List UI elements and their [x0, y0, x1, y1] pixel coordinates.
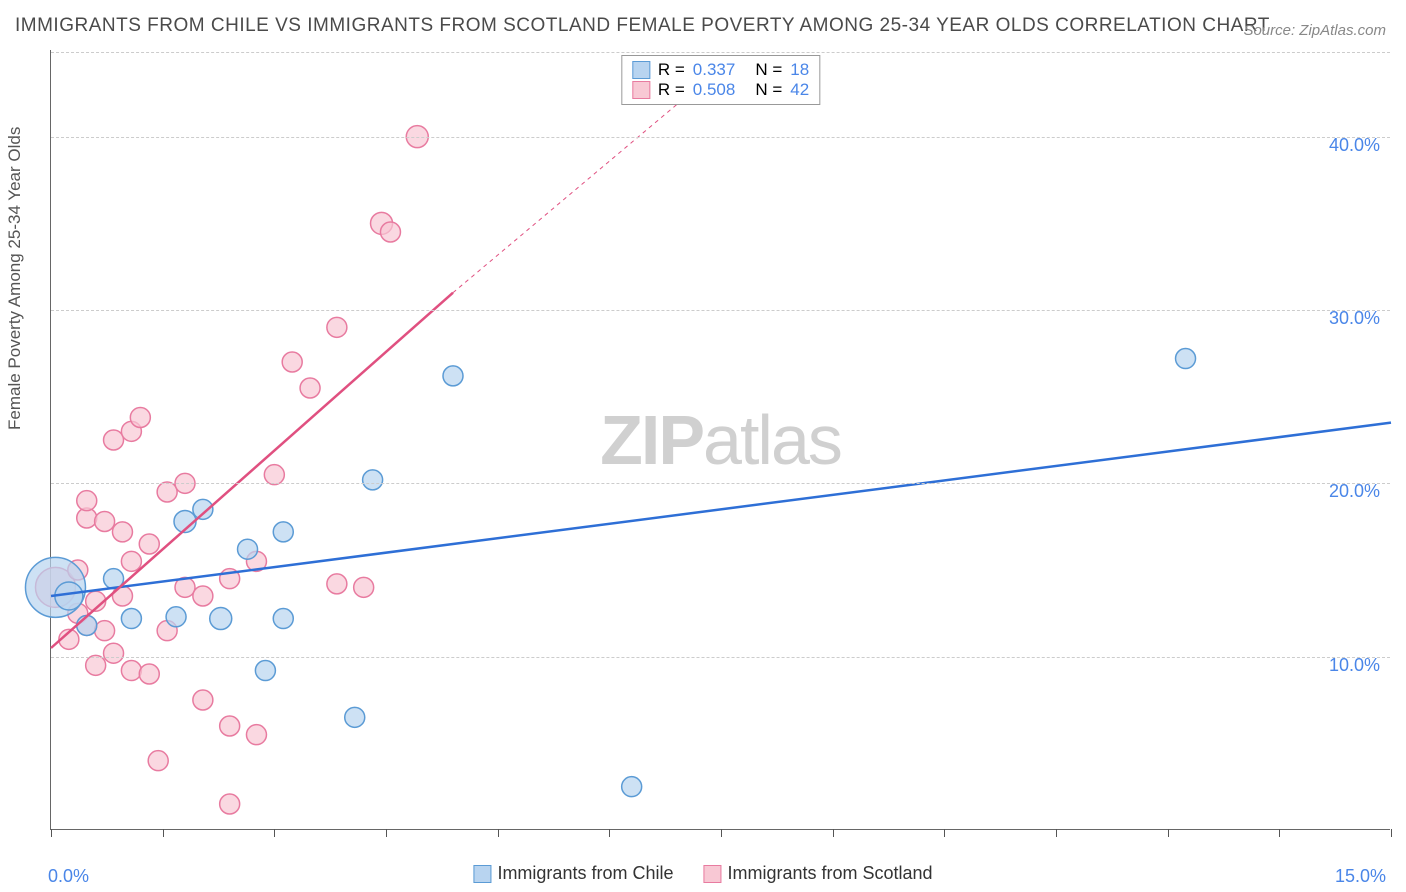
plot-area: ZIPatlas R =0.337N =18R =0.508N =42 10.0… — [50, 50, 1390, 830]
scatter-point — [622, 777, 642, 797]
x-tick — [163, 829, 164, 837]
gridline — [51, 657, 1390, 658]
scatter-point — [95, 621, 115, 641]
x-tick — [833, 829, 834, 837]
scatter-point — [104, 430, 124, 450]
legend-item: Immigrants from Scotland — [703, 863, 932, 884]
scatter-point — [327, 574, 347, 594]
scatter-plot-svg — [51, 50, 1390, 829]
scatter-point — [363, 470, 383, 490]
scatter-point — [255, 661, 275, 681]
x-axis-min-label: 0.0% — [48, 866, 89, 887]
scatter-point — [130, 407, 150, 427]
legend-label: Immigrants from Chile — [497, 863, 673, 884]
scatter-point — [95, 511, 115, 531]
x-tick — [1056, 829, 1057, 837]
chart-title: IMMIGRANTS FROM CHILE VS IMMIGRANTS FROM… — [15, 15, 1270, 37]
legend-swatch — [703, 865, 721, 883]
legend-label: Immigrants from Scotland — [727, 863, 932, 884]
scatter-point — [380, 222, 400, 242]
y-tick-label: 10.0% — [1329, 655, 1380, 676]
scatter-point — [193, 499, 213, 519]
y-axis-title: Female Poverty Among 25-34 Year Olds — [5, 127, 25, 430]
gridline — [51, 137, 1390, 138]
source-attribution: Source: ZipAtlas.com — [1243, 22, 1386, 39]
y-tick-label: 30.0% — [1329, 308, 1380, 329]
scatter-point — [238, 539, 258, 559]
x-tick — [721, 829, 722, 837]
scatter-point — [193, 586, 213, 606]
scatter-point — [1176, 349, 1196, 369]
scatter-point — [86, 655, 106, 675]
scatter-point — [104, 643, 124, 663]
x-tick — [1168, 829, 1169, 837]
legend-swatch — [473, 865, 491, 883]
stats-row: R = 0.337 N = 18 — [632, 60, 809, 80]
scatter-point — [77, 491, 97, 511]
stats-legend-box: R = 0.337 N = 18 R = 0.508 N = 42 — [621, 55, 820, 105]
scatter-point — [121, 609, 141, 629]
gridline — [51, 483, 1390, 484]
scatter-point — [264, 465, 284, 485]
scatter-point — [246, 725, 266, 745]
stat-r-label: R = — [658, 80, 685, 100]
stats-row: R = 0.508 N = 42 — [632, 80, 809, 100]
scatter-point — [148, 751, 168, 771]
stat-n-value: 42 — [790, 80, 809, 100]
x-tick — [386, 829, 387, 837]
y-tick-label: 40.0% — [1329, 135, 1380, 156]
x-tick — [944, 829, 945, 837]
scatter-point — [157, 482, 177, 502]
x-tick — [51, 829, 52, 837]
scatter-point — [273, 522, 293, 542]
scatter-point — [327, 317, 347, 337]
x-tick — [274, 829, 275, 837]
scatter-point — [354, 577, 374, 597]
legend-bottom: Immigrants from Chile Immigrants from Sco… — [473, 863, 932, 884]
regression-line — [51, 423, 1391, 596]
scatter-point — [282, 352, 302, 372]
regression-line — [51, 293, 453, 648]
chart-container: IMMIGRANTS FROM CHILE VS IMMIGRANTS FROM… — [0, 0, 1406, 892]
scatter-point — [139, 534, 159, 554]
scatter-point — [166, 607, 186, 627]
x-tick — [1391, 829, 1392, 837]
stat-r-label: R = — [658, 60, 685, 80]
stat-n-label: N = — [755, 60, 782, 80]
stat-n-value: 18 — [790, 60, 809, 80]
scatter-point — [220, 794, 240, 814]
gridline — [51, 52, 1390, 53]
scatter-point — [220, 716, 240, 736]
legend-swatch — [632, 61, 650, 79]
scatter-point — [345, 707, 365, 727]
scatter-point — [77, 615, 97, 635]
gridline — [51, 310, 1390, 311]
scatter-point — [210, 608, 232, 630]
scatter-point — [139, 664, 159, 684]
legend-item: Immigrants from Chile — [473, 863, 673, 884]
scatter-point — [112, 522, 132, 542]
stat-r-value: 0.508 — [693, 80, 736, 100]
y-tick-label: 20.0% — [1329, 481, 1380, 502]
scatter-point — [300, 378, 320, 398]
scatter-point — [443, 366, 463, 386]
x-tick — [1279, 829, 1280, 837]
scatter-point — [273, 609, 293, 629]
x-axis-max-label: 15.0% — [1335, 866, 1386, 887]
x-tick — [498, 829, 499, 837]
legend-swatch — [632, 81, 650, 99]
stat-n-label: N = — [755, 80, 782, 100]
scatter-point — [193, 690, 213, 710]
scatter-point — [121, 551, 141, 571]
stat-r-value: 0.337 — [693, 60, 736, 80]
scatter-point — [121, 661, 141, 681]
x-tick — [609, 829, 610, 837]
